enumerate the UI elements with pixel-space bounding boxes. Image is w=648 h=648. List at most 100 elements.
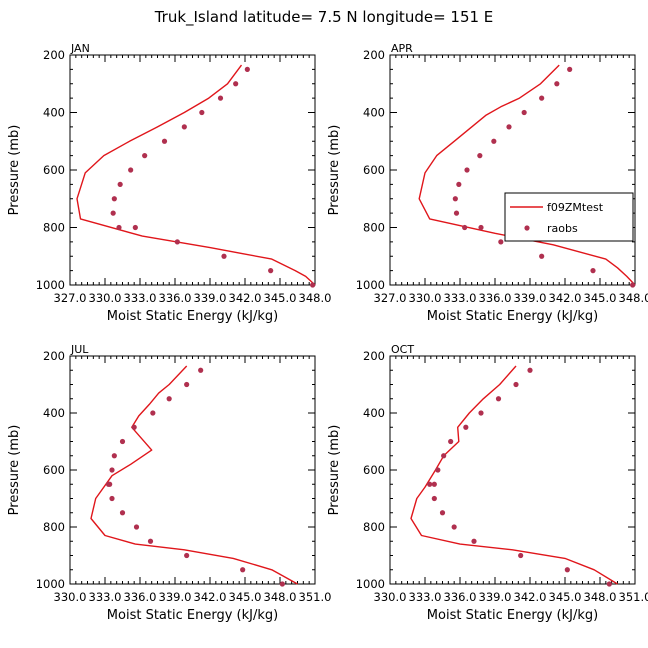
x-tick-label: 339.0 — [194, 291, 227, 305]
raob-point — [142, 153, 148, 159]
raob-point — [184, 552, 190, 559]
raob-point — [477, 153, 483, 159]
plot-frame — [69, 54, 316, 286]
x-tick-label: 348.0 — [584, 590, 617, 604]
x-tick-label: 348.0 — [264, 590, 297, 604]
raob-point — [174, 239, 180, 245]
y-axis-label: Pressure (mb) — [327, 425, 342, 516]
raob-point — [590, 268, 596, 274]
raob-point — [184, 381, 190, 388]
raob-point — [133, 524, 140, 530]
raob-point — [199, 109, 205, 116]
x-tick-label: 330.0 — [374, 590, 407, 604]
raob-point — [109, 467, 115, 473]
y-tick-label: 200 — [363, 349, 385, 363]
x-tick-label: 351.0 — [299, 590, 332, 604]
y-tick-label: 800 — [43, 520, 65, 534]
y-tick-label: 800 — [363, 520, 385, 534]
raob-point — [448, 438, 454, 445]
y-tick-label: 600 — [363, 463, 385, 477]
y-tick-label: 600 — [43, 163, 65, 177]
raob-point — [521, 109, 527, 116]
raob-point — [539, 253, 545, 259]
y-tick-label: 1000 — [356, 577, 385, 591]
raob-point — [554, 81, 560, 87]
y-tick-label: 800 — [363, 221, 385, 235]
raob-point — [279, 581, 285, 587]
y-tick-label: 800 — [43, 221, 65, 235]
raob-point — [495, 396, 502, 402]
y-tick-label: 400 — [43, 406, 65, 420]
y-tick-label: 1000 — [356, 278, 385, 292]
raob-point — [471, 538, 477, 544]
x-tick-label: 342.0 — [514, 590, 547, 604]
panel-label: OCT — [391, 343, 414, 356]
panel-label: JAN — [70, 42, 90, 55]
raob-point — [109, 495, 115, 502]
raob-point — [427, 481, 433, 487]
raob-point — [111, 196, 117, 202]
model-line — [90, 365, 298, 585]
raob-point — [630, 282, 636, 288]
x-tick-label: 336.0 — [479, 291, 512, 305]
x-tick-label: 330.0 — [89, 291, 122, 305]
raob-point — [221, 253, 227, 259]
raob-point — [119, 510, 126, 516]
x-tick-label: 351.0 — [619, 590, 648, 604]
x-tick-label: 327.0 — [54, 291, 87, 305]
legend-box — [504, 192, 634, 242]
raob-point — [478, 410, 484, 416]
legend-model-label: f09ZMtest — [547, 201, 604, 214]
panel-label: APR — [391, 42, 413, 55]
x-tick-label: 327.0 — [374, 291, 407, 305]
raob-point — [181, 124, 187, 130]
x-tick-label: 339.0 — [159, 590, 192, 604]
raob-point — [431, 481, 437, 487]
y-tick-label: 1000 — [36, 278, 65, 292]
raob-point — [244, 66, 250, 72]
raob-point — [456, 181, 462, 187]
x-tick-label: 333.0 — [409, 590, 442, 604]
raob-point — [132, 224, 138, 231]
raob-point — [105, 481, 112, 487]
raob-point — [513, 381, 519, 388]
legend: f09ZMtest raobs — [504, 192, 634, 242]
y-axis-label: Pressure (mb) — [327, 125, 342, 216]
x-tick-label: 339.0 — [479, 590, 512, 604]
x-tick-label: 336.0 — [444, 590, 477, 604]
raob-point — [464, 167, 470, 173]
x-tick-label: 333.0 — [444, 291, 477, 305]
y-tick-label: 600 — [363, 163, 385, 177]
raob-point — [147, 538, 154, 544]
raob-point — [463, 424, 469, 430]
y-tick-label: 1000 — [36, 577, 65, 591]
figure-title: Truk_Island latitude= 7.5 N longitude= 1… — [154, 8, 494, 27]
y-tick-label: 600 — [43, 463, 65, 477]
x-tick-label: 330.0 — [54, 590, 87, 604]
x-tick-label: 348.0 — [299, 291, 332, 305]
plot-frame — [69, 355, 316, 585]
raob-point — [268, 268, 274, 274]
raob-point — [116, 224, 122, 231]
x-tick-label: 342.0 — [549, 291, 582, 305]
x-tick-label: 336.0 — [159, 291, 192, 305]
raob-point — [233, 81, 239, 87]
raob-point — [128, 167, 134, 173]
x-tick-label: 345.0 — [229, 590, 262, 604]
raob-point — [198, 367, 204, 373]
x-tick-label: 348.0 — [619, 291, 648, 305]
x-axis-label: Moist Static Energy (kJ/kg) — [427, 309, 598, 324]
x-tick-label: 339.0 — [514, 291, 547, 305]
x-axis-label: Moist Static Energy (kJ/kg) — [107, 309, 278, 324]
panel-apr: APR 327.0 330.0 333.0 336.0 339.0 342.0 345.0 34… — [327, 42, 648, 324]
x-tick-label: 345.0 — [549, 590, 582, 604]
raob-point — [462, 224, 468, 231]
x-tick-label: 333.0 — [124, 291, 157, 305]
raob-point — [240, 567, 246, 573]
model-line — [76, 64, 316, 286]
y-axis-label: Pressure (mb) — [7, 425, 22, 516]
raob-point — [539, 95, 545, 101]
raob-point — [310, 282, 316, 288]
